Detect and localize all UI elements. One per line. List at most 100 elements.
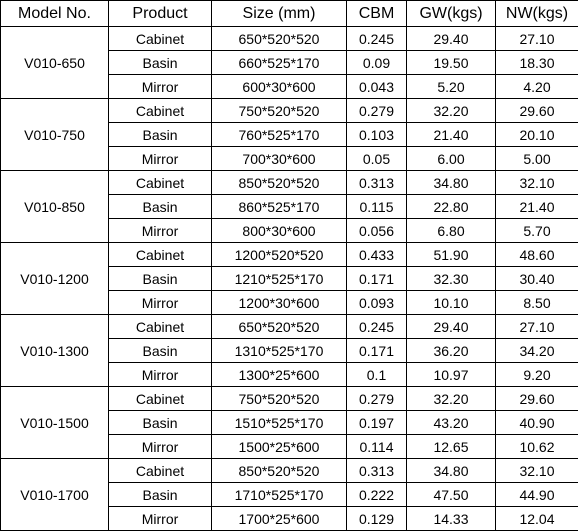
header-cbm: CBM: [347, 1, 407, 27]
product-cell: Mirror: [109, 75, 212, 99]
product-cell: Basin: [109, 483, 212, 507]
nw-cell: 44.90: [496, 483, 578, 507]
size-cell: 1700*25*600: [212, 507, 347, 531]
gw-cell: 29.40: [407, 315, 496, 339]
size-cell: 1510*525*170: [212, 411, 347, 435]
header-nw: NW(kgs): [496, 1, 578, 27]
gw-cell: 22.80: [407, 195, 496, 219]
nw-cell: 5.70: [496, 219, 578, 243]
cbm-cell: 0.05: [347, 147, 407, 171]
product-cell: Basin: [109, 339, 212, 363]
size-cell: 660*525*170: [212, 51, 347, 75]
nw-cell: 18.30: [496, 51, 578, 75]
nw-cell: 27.10: [496, 27, 578, 51]
gw-cell: 19.50: [407, 51, 496, 75]
size-cell: 1210*525*170: [212, 267, 347, 291]
product-cell: Basin: [109, 51, 212, 75]
gw-cell: 34.80: [407, 459, 496, 483]
model-number-cell: V010-650: [1, 27, 109, 99]
nw-cell: 21.40: [496, 195, 578, 219]
cbm-cell: 0.09: [347, 51, 407, 75]
gw-cell: 29.40: [407, 27, 496, 51]
size-cell: 850*520*520: [212, 459, 347, 483]
product-cell: Basin: [109, 267, 212, 291]
size-cell: 850*520*520: [212, 171, 347, 195]
cbm-cell: 0.433: [347, 243, 407, 267]
cbm-cell: 0.245: [347, 27, 407, 51]
gw-cell: 5.20: [407, 75, 496, 99]
cbm-cell: 0.115: [347, 195, 407, 219]
model-number-cell: V010-1300: [1, 315, 109, 387]
nw-cell: 32.10: [496, 459, 578, 483]
product-cell: Mirror: [109, 219, 212, 243]
cbm-cell: 0.171: [347, 267, 407, 291]
cbm-cell: 0.245: [347, 315, 407, 339]
gw-cell: 12.65: [407, 435, 496, 459]
size-cell: 800*30*600: [212, 219, 347, 243]
size-cell: 750*520*520: [212, 99, 347, 123]
product-cell: Cabinet: [109, 315, 212, 339]
cbm-cell: 0.197: [347, 411, 407, 435]
size-cell: 860*525*170: [212, 195, 347, 219]
model-number-cell: V010-850: [1, 171, 109, 243]
size-cell: 760*525*170: [212, 123, 347, 147]
nw-cell: 9.20: [496, 363, 578, 387]
cbm-cell: 0.103: [347, 123, 407, 147]
product-cell: Cabinet: [109, 99, 212, 123]
nw-cell: 48.60: [496, 243, 578, 267]
size-cell: 600*30*600: [212, 75, 347, 99]
cbm-cell: 0.043: [347, 75, 407, 99]
product-cell: Cabinet: [109, 243, 212, 267]
cbm-cell: 0.222: [347, 483, 407, 507]
gw-cell: 21.40: [407, 123, 496, 147]
gw-cell: 32.20: [407, 99, 496, 123]
size-cell: 1710*525*170: [212, 483, 347, 507]
size-cell: 1300*25*600: [212, 363, 347, 387]
product-cell: Mirror: [109, 291, 212, 315]
size-cell: 650*520*520: [212, 315, 347, 339]
nw-cell: 20.10: [496, 123, 578, 147]
cbm-cell: 0.313: [347, 171, 407, 195]
product-cell: Cabinet: [109, 459, 212, 483]
gw-cell: 32.30: [407, 267, 496, 291]
header-product: Product: [109, 1, 212, 27]
nw-cell: 12.04: [496, 507, 578, 531]
cbm-cell: 0.279: [347, 387, 407, 411]
nw-cell: 29.60: [496, 387, 578, 411]
product-cell: Cabinet: [109, 387, 212, 411]
cbm-cell: 0.056: [347, 219, 407, 243]
gw-cell: 10.97: [407, 363, 496, 387]
nw-cell: 34.20: [496, 339, 578, 363]
nw-cell: 10.62: [496, 435, 578, 459]
cbm-cell: 0.129: [347, 507, 407, 531]
nw-cell: 5.00: [496, 147, 578, 171]
gw-cell: 32.20: [407, 387, 496, 411]
cbm-cell: 0.313: [347, 459, 407, 483]
gw-cell: 6.00: [407, 147, 496, 171]
size-cell: 750*520*520: [212, 387, 347, 411]
gw-cell: 47.50: [407, 483, 496, 507]
product-cell: Mirror: [109, 507, 212, 531]
gw-cell: 51.90: [407, 243, 496, 267]
header-gw: GW(kgs): [407, 1, 496, 27]
product-cell: Basin: [109, 411, 212, 435]
gw-cell: 43.20: [407, 411, 496, 435]
cbm-cell: 0.171: [347, 339, 407, 363]
product-cell: Mirror: [109, 435, 212, 459]
nw-cell: 30.40: [496, 267, 578, 291]
product-cell: Mirror: [109, 147, 212, 171]
product-cell: Cabinet: [109, 171, 212, 195]
size-cell: 1200*30*600: [212, 291, 347, 315]
model-number-cell: V010-1500: [1, 387, 109, 459]
cbm-cell: 0.093: [347, 291, 407, 315]
product-cell: Cabinet: [109, 27, 212, 51]
